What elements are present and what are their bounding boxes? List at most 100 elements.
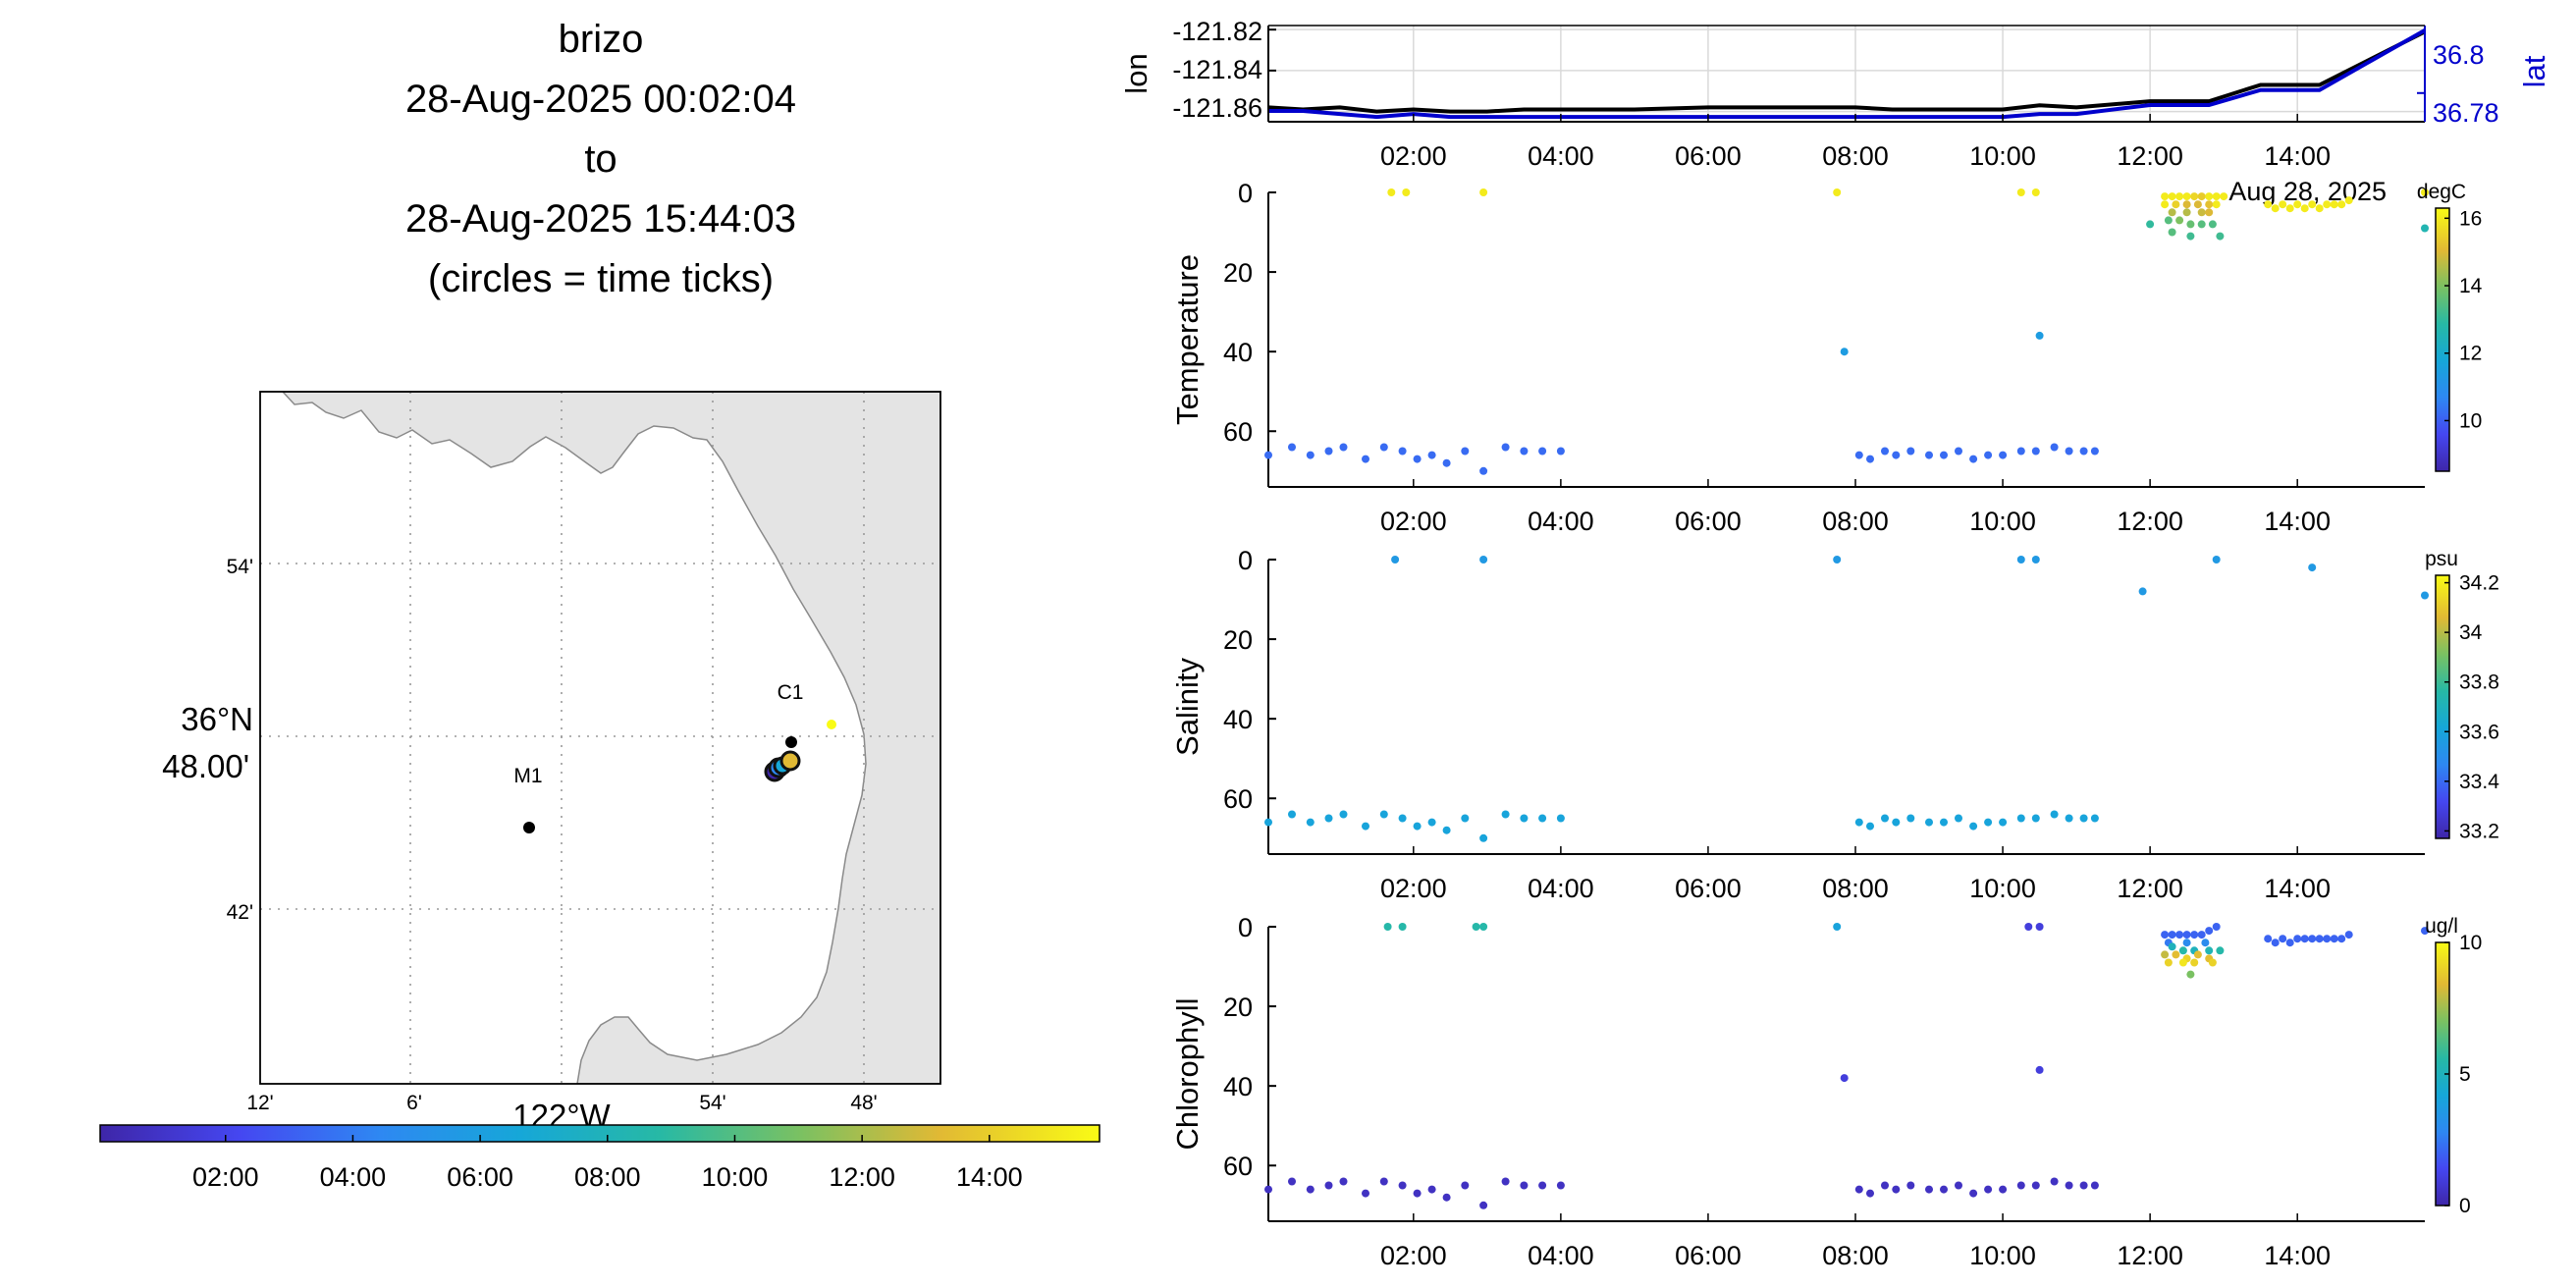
depth-tick-label: 0 [1238,179,1253,208]
lon-series-line [1267,29,2426,114]
to-label: to [584,137,617,181]
temperature-colorbar-units: degC [2417,181,2466,203]
track-time-tick-marker [779,750,801,772]
temperature-data-point [1520,447,1529,456]
start-time: 28-Aug-2025 00:02:04 [404,78,797,121]
chlorophyll-data-point [1854,1185,1863,1194]
temperature-data-point [2197,192,2206,201]
chlorophyll-data-point [2190,931,2199,939]
temperature-data-point [1840,348,1849,356]
lon-axis-label: lon [1119,53,1154,93]
temperature-data-point [1501,443,1510,452]
lat-tick: 36.8 [2433,40,2485,70]
salinity-data-point [1854,818,1863,827]
temperature-data-point [2182,200,2191,209]
temperature-data-point [2161,192,2170,201]
chlorophyll-data-point [1472,923,1480,931]
salinity-data-point [2016,814,2025,823]
temperature-data-point [2208,220,2217,229]
temperature-data-point [1999,451,2008,459]
temperature-data-point [1833,188,1842,196]
temperature-data-point [2216,232,2225,241]
lon-tick: -121.84 [1172,55,1262,84]
salinity-colorbar-tick-label: 33.8 [2459,671,2499,694]
salinity-colorbar [2435,574,2450,839]
chlorophyll-data-point [2031,1181,2040,1190]
temperature-panel: 0 20 40 60 Temperature degC 16 14 12 10 [1170,179,2483,488]
salinity-data-point [2065,814,2073,823]
chlorophyll-data-point [1538,1181,1547,1190]
chlorophyll-data-point [1955,1181,1962,1190]
salinity-data-point [2212,556,2221,564]
temperature-data-point [2182,208,2191,217]
temperature-data-point [2016,447,2025,456]
chlorophyll-data-point [2264,935,2273,943]
temperature-data-point [2164,216,2173,225]
depth-tick-label: 40 [1223,705,1253,734]
time-tick-label: 02:00 [1380,141,1447,171]
salinity-colorbar-units: psu [2425,548,2458,570]
salinity-data-point [2016,556,2025,564]
chlorophyll-data-point [2164,958,2173,967]
chlorophyll-data-point [1413,1189,1422,1198]
temperature-data-point [1461,447,1470,456]
temperature-axis-label: Temperature [1170,254,1205,425]
date-label: Aug 28, 2025 [2228,177,2387,206]
salinity-data-point [1442,826,1451,834]
temperature-data-point [1306,451,1315,459]
chlorophyll-data-point [1501,1177,1510,1186]
temperature-data-point [2197,208,2206,217]
chlorophyll-data-point [2205,927,2214,936]
time-tick-label: 14:00 [2264,507,2331,536]
time-tick-label: 10:00 [1969,874,2036,903]
temperature-data-point [2205,208,2214,217]
temperature-data-point [2168,192,2176,201]
chlorophyll-colorbar-tick-label: 10 [2459,932,2482,954]
salinity-data-point [1866,822,1874,831]
time-tick-label: 02:00 [1380,874,1447,903]
time-tick-label: 08:00 [1822,507,1889,536]
temperature-data-point [1324,447,1333,456]
map-lat-tick: 42' [227,901,253,924]
time-tick-label: 14:00 [2264,1241,2331,1270]
temperature-data-point [1925,451,1933,459]
chlorophyll-data-point [2161,950,2170,959]
depth-tick-label: 20 [1223,625,1253,655]
temperature-data-point [1538,447,1547,456]
chlorophyll-data-point [2315,935,2324,943]
salinity-data-point [1556,814,1565,823]
chlorophyll-data-point [1442,1193,1451,1202]
map-lat-center-min: 48.00' [162,748,249,784]
temperature-data-point [2264,200,2273,209]
track-colorbar-tick-label: 02:00 [192,1162,259,1192]
salinity-data-point [2421,591,2429,600]
time-tick-label: 12:00 [2117,874,2183,903]
salinity-colorbar-tick-label: 34.2 [2459,572,2499,595]
chlorophyll-data-point [2182,931,2191,939]
salinity-data-point [1881,814,1889,823]
lon-tick: -121.82 [1172,17,1262,46]
chlorophyll-colorbar-tick-label: 5 [2459,1063,2471,1086]
time-tick-label: 08:00 [1822,1241,1889,1270]
temperature-data-point [1854,451,1863,459]
temperature-data-point [2271,204,2280,213]
chlorophyll-data-point [1999,1185,2008,1194]
station-marker-c1 [785,736,797,748]
temperature-data-point [1892,451,1901,459]
temperature-data-point [2090,447,2099,456]
chlorophyll-data-point [2205,946,2214,955]
chlorophyll-data-point [1556,1181,1565,1190]
salinity-data-point [1362,822,1369,831]
chlorophyll-data-point [2186,970,2195,979]
chlorophyll-data-point [2065,1181,2073,1190]
temperature-data-point [1402,188,1411,196]
track-colorbar-tick-label: 14:00 [956,1162,1023,1192]
chlorophyll-data-point [1969,1189,1978,1198]
platform-name: brizo [558,18,644,61]
temperature-data-point [2197,220,2206,229]
chlorophyll-data-point [2271,939,2280,947]
temperature-data-point [2279,200,2287,209]
time-tick-label: 10:00 [1969,1241,2036,1270]
track-colorbar-tick-label: 08:00 [574,1162,641,1192]
salinity-data-point [1413,822,1422,831]
